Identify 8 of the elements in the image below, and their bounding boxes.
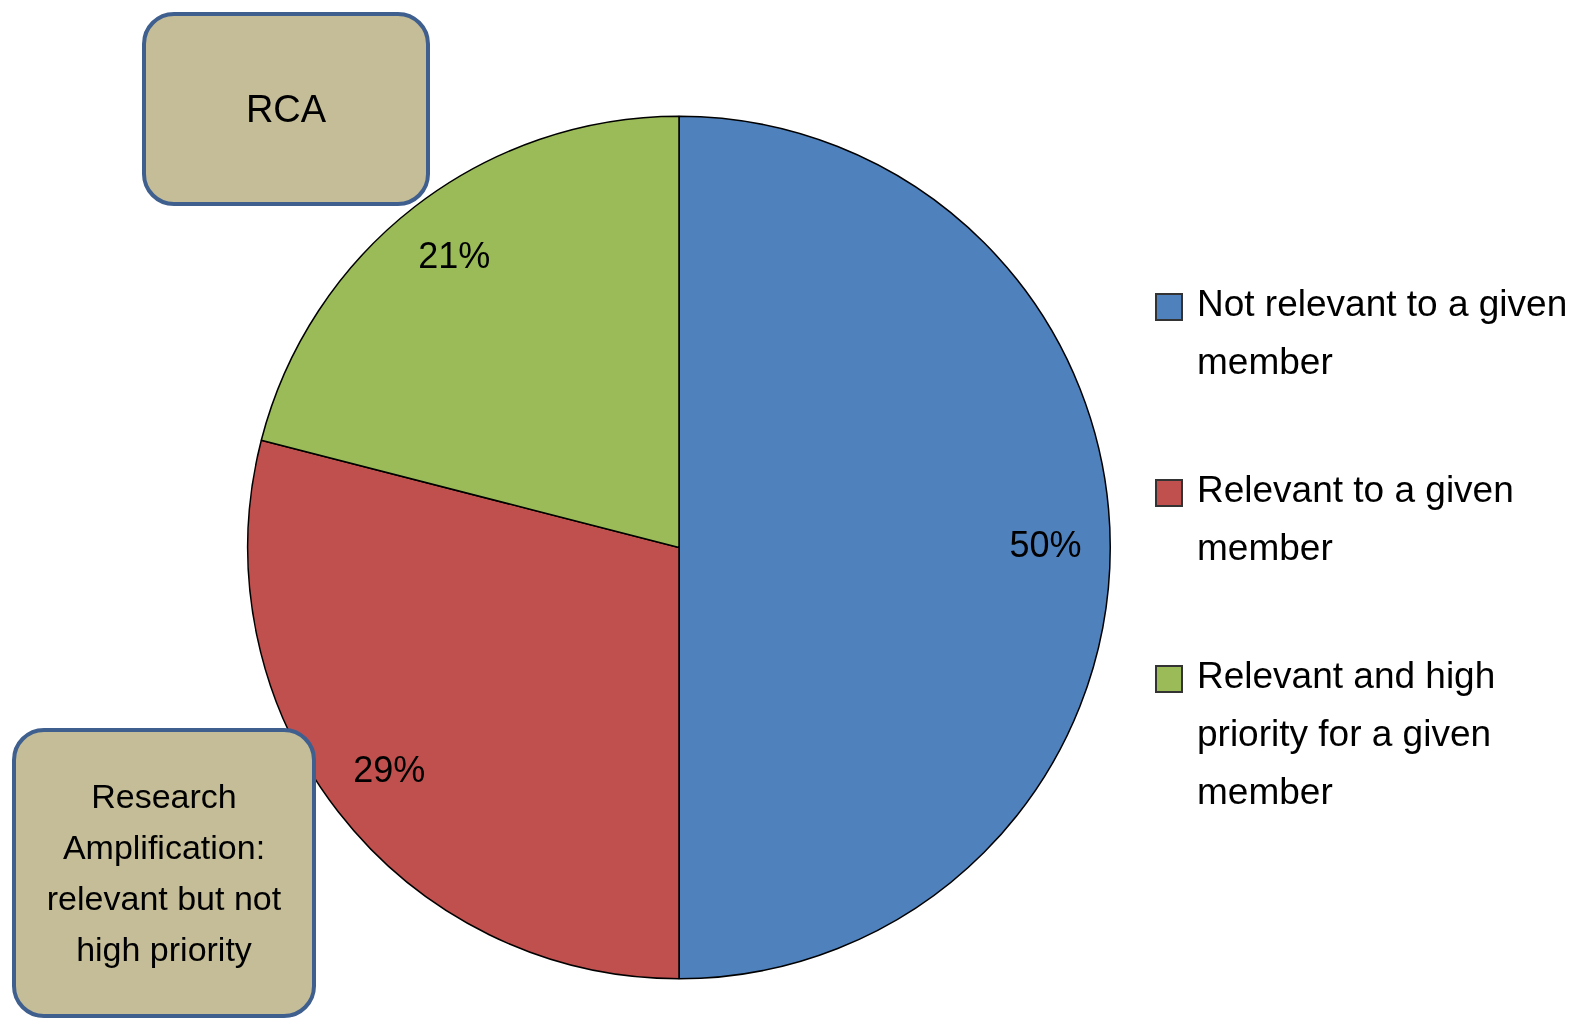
data-label: 21%	[418, 234, 491, 276]
text: Research Amplification: relevant but not high priority	[12, 728, 316, 1018]
legend-label: Relevant to a given member	[1197, 468, 1515, 570]
legend-label: Relevant and high priority for a given member	[1197, 654, 1497, 814]
data-label: 50%	[1009, 524, 1082, 566]
text: RCA	[142, 12, 430, 206]
legend-label: Not relevant to a given member	[1197, 282, 1569, 384]
data-label: 29%	[353, 749, 426, 791]
